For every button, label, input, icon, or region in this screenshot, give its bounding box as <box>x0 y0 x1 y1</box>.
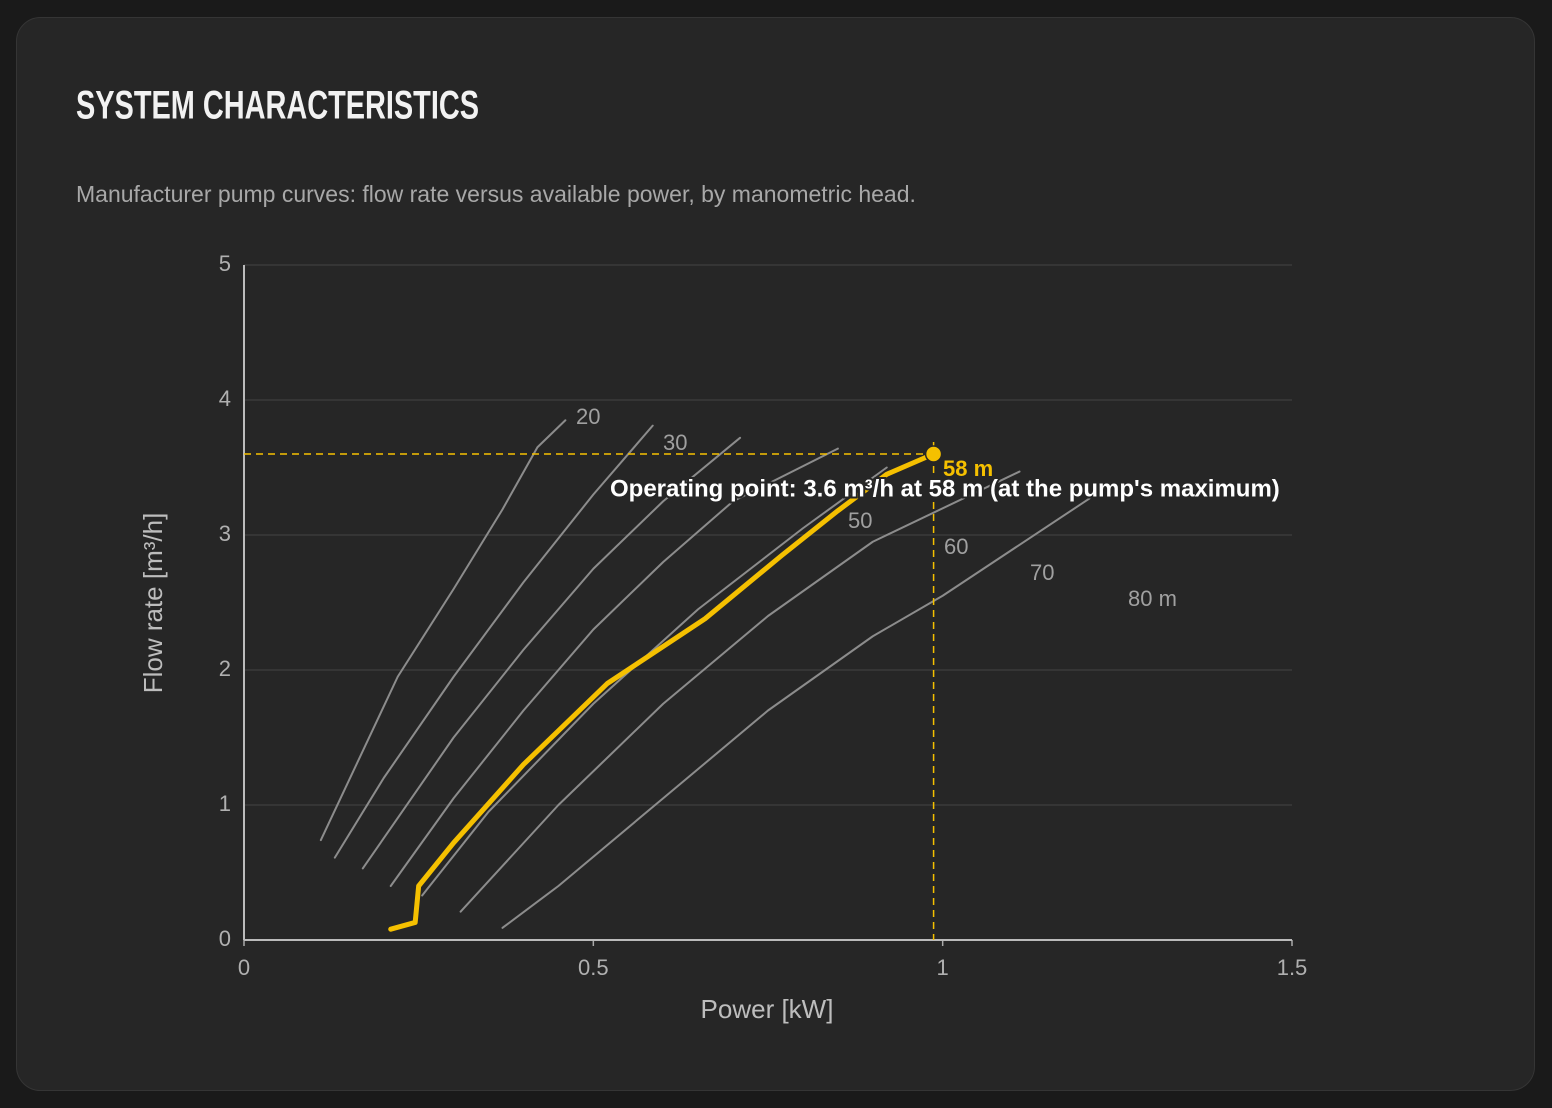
curve-label: 50 <box>848 508 872 533</box>
curve-label: 70 <box>1030 560 1054 585</box>
x-axis-label: Power [kW] <box>701 994 834 1024</box>
curve-label: 20 <box>576 404 600 429</box>
y-tick-label: 4 <box>219 386 231 411</box>
y-tick-label: 1 <box>219 791 231 816</box>
x-tick-label: 1 <box>937 955 949 980</box>
chart-title: SYSTEM CHARACTERISTICS <box>76 84 479 128</box>
pump-curve <box>333 424 654 859</box>
y-tick-label: 2 <box>219 656 231 681</box>
curve-label: 80 m <box>1128 586 1177 611</box>
chart-subtitle: Manufacturer pump curves: flow rate vers… <box>76 181 916 207</box>
pump-curve <box>459 470 1021 913</box>
pump-curve <box>501 497 1091 929</box>
x-tick-label: 1.5 <box>1277 955 1308 980</box>
curve-label: 30 <box>663 430 687 455</box>
y-axis-label: Flow rate [m³/h] <box>138 513 168 694</box>
pump-curve <box>319 419 567 842</box>
pump-curve <box>389 447 839 887</box>
operating-point <box>924 445 943 463</box>
curve-label: 60 <box>944 534 968 559</box>
y-tick-label: 0 <box>219 926 231 951</box>
curve-label: 58 m <box>943 456 993 481</box>
operating-point-label: Operating point: 3.6 m³/h at 58 m (at th… <box>610 475 1280 502</box>
pump-curve <box>361 436 742 870</box>
y-tick-label: 5 <box>219 251 231 276</box>
x-tick-label: 0 <box>238 955 250 980</box>
highlight-curve <box>388 451 937 932</box>
x-tick-label: 0.5 <box>578 955 609 980</box>
y-tick-label: 3 <box>219 521 231 546</box>
